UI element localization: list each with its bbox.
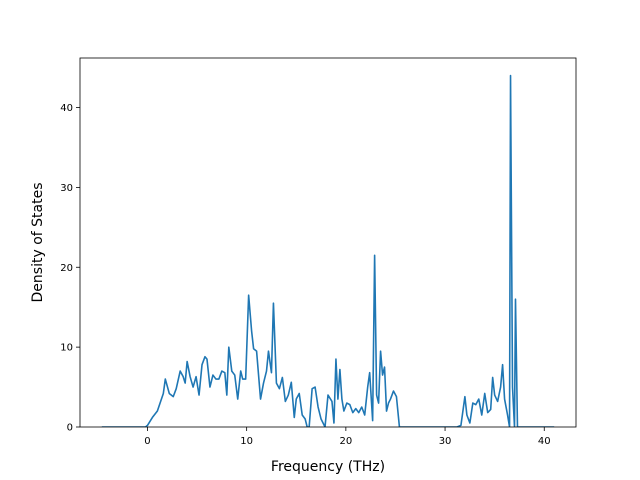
y-tick-label: 0 [67, 423, 73, 434]
x-tick-label: 30 [439, 436, 452, 447]
y-axis-label: Density of States [30, 183, 46, 303]
y-tick-label: 30 [60, 183, 73, 194]
y-axis-ticks: 0 10 20 30 40 [60, 103, 80, 434]
x-axis-label: Frequency (THz) [271, 459, 385, 475]
y-tick-label: 10 [60, 343, 73, 354]
x-tick-label: 0 [144, 436, 150, 447]
x-tick-label: 20 [339, 436, 352, 447]
y-tick-label: 20 [60, 263, 73, 274]
plot-area [101, 74, 555, 427]
x-tick-label: 10 [240, 436, 253, 447]
y-tick-label: 40 [60, 103, 73, 114]
x-axis-ticks: 0 10 20 30 40 [144, 427, 551, 447]
dos-series-line-0 [101, 74, 555, 427]
x-tick-label: 40 [538, 436, 551, 447]
axes-frame [79, 57, 577, 428]
